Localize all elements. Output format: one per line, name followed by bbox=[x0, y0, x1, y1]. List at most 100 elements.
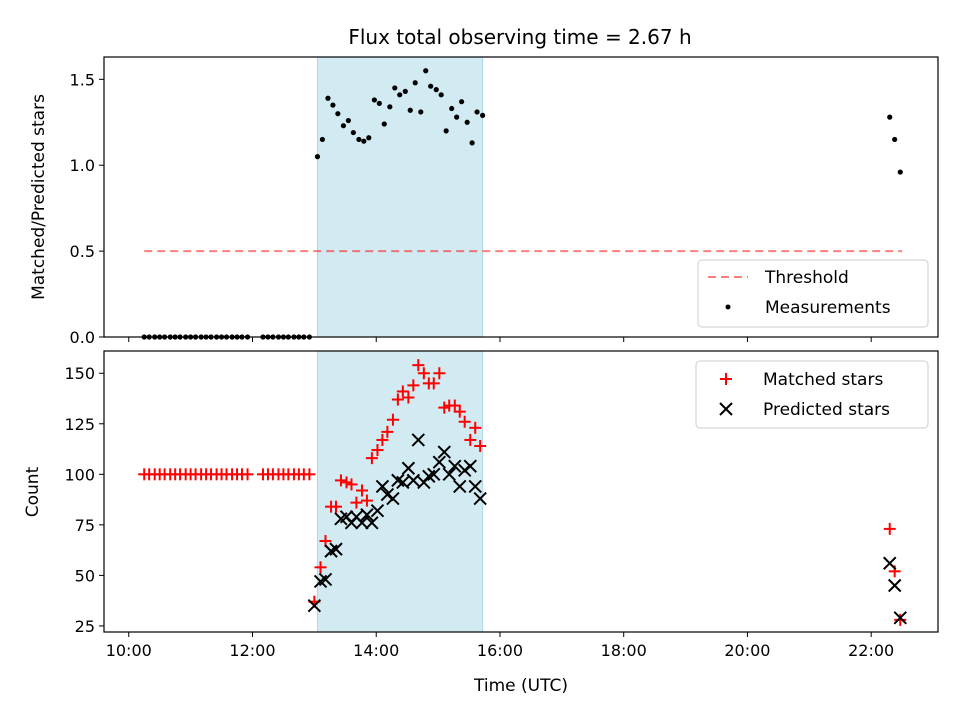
legend-predicted-label: Predicted stars bbox=[763, 400, 890, 420]
predicted-stars-point bbox=[437, 445, 451, 459]
bottom-x-tick-label: 16:00 bbox=[477, 641, 523, 660]
predicted-stars-point bbox=[406, 473, 421, 488]
measurements-point bbox=[356, 136, 362, 143]
top-y-axis-label: Matched/Predicted stars bbox=[29, 94, 49, 300]
measurements-point bbox=[335, 111, 341, 117]
measurements-point bbox=[325, 95, 331, 101]
predicted-stars-point bbox=[463, 459, 477, 473]
measurements-point bbox=[340, 123, 347, 129]
x-axis-label: Time (UTC) bbox=[473, 676, 568, 696]
bottom-y-tick-label: 100 bbox=[64, 465, 95, 484]
predicted-stars-point bbox=[355, 516, 369, 530]
measurements-point bbox=[361, 138, 367, 144]
matched-stars-point bbox=[417, 367, 430, 380]
matched-stars-point bbox=[303, 468, 316, 481]
predicted-stars-point bbox=[427, 467, 441, 482]
matched-stars-point bbox=[883, 522, 896, 535]
predicted-stars-point bbox=[329, 542, 343, 556]
legend-predicted-swatch bbox=[719, 402, 733, 416]
bottom-axes-frame bbox=[103, 350, 939, 633]
bottom-x-tick-label: 14:00 bbox=[353, 641, 399, 660]
bottom-x-tick-label: 12:00 bbox=[229, 641, 275, 660]
predicted-stars-point bbox=[370, 503, 385, 518]
matched-stars-point bbox=[386, 413, 399, 426]
measurements-point bbox=[371, 97, 377, 103]
measurements-point bbox=[887, 114, 893, 120]
bottom-x-tick-label: 18:00 bbox=[601, 641, 647, 660]
top-axes-frame bbox=[103, 56, 939, 338]
measurements-point bbox=[345, 117, 351, 124]
matched-stars-point bbox=[360, 494, 373, 507]
predicted-stars-point bbox=[375, 479, 390, 494]
predicted-stars-point bbox=[473, 491, 487, 506]
measurements-point bbox=[330, 102, 336, 108]
matched-stars-point bbox=[402, 391, 415, 404]
matched-stars-point bbox=[371, 444, 384, 457]
predicted-stars-point bbox=[442, 467, 456, 482]
bottom-x-tick-label: 20:00 bbox=[724, 641, 770, 660]
matched-stars-point bbox=[894, 613, 907, 626]
measurements-point bbox=[402, 88, 408, 94]
top-observing-window bbox=[316, 56, 484, 338]
bottom-points-layer bbox=[138, 359, 907, 626]
top-legend-box bbox=[697, 259, 929, 328]
top-legend: Threshold Measurements bbox=[697, 259, 929, 328]
predicted-stars-point bbox=[887, 578, 902, 593]
bottom-y-axis-label: Count bbox=[23, 466, 43, 517]
matched-stars-point bbox=[453, 405, 466, 418]
measurements-point bbox=[350, 129, 356, 136]
measurements-point bbox=[397, 92, 403, 98]
matched-stars-point bbox=[458, 415, 471, 428]
top-y-tick-label: 1.5 bbox=[70, 70, 95, 89]
matched-stars-point bbox=[365, 452, 378, 465]
bottom-panel: 25 50 75 100 125 150 10:00 12:00 14:00 16:00 18:0… bbox=[23, 350, 939, 696]
matched-stars-point bbox=[433, 367, 446, 380]
legend-measurements-swatch bbox=[725, 304, 731, 310]
legend-matched-label: Matched stars bbox=[763, 370, 883, 390]
top-y-ticks: 0.0 0.5 1.0 1.5 bbox=[70, 70, 104, 347]
bottom-y-tick-label: 75 bbox=[75, 516, 95, 535]
matched-stars-point bbox=[448, 399, 461, 412]
measurements-point bbox=[897, 169, 903, 175]
matched-stars-point bbox=[474, 440, 487, 453]
matched-stars-point bbox=[330, 500, 343, 513]
predicted-stars-point bbox=[386, 491, 400, 506]
measurements-point bbox=[449, 105, 455, 112]
matched-stars-point bbox=[396, 385, 409, 398]
predicted-stars-point bbox=[453, 479, 467, 494]
measurements-point bbox=[454, 114, 460, 120]
bottom-x-tick-label: 10:00 bbox=[106, 641, 152, 660]
top-x-ticks bbox=[128, 337, 872, 342]
matched-stars-point bbox=[412, 359, 425, 372]
bottom-y-tick-label: 150 bbox=[64, 364, 95, 383]
legend-matched-swatch bbox=[720, 373, 732, 385]
predicted-stars-point bbox=[448, 459, 462, 473]
measurements-point bbox=[480, 112, 486, 119]
measurements-point bbox=[423, 68, 429, 74]
measurements-point bbox=[474, 109, 480, 115]
chart-title: Flux total observing time = 2.67 h bbox=[348, 25, 691, 49]
predicted-stars-point bbox=[380, 487, 395, 502]
bottom-y-tick-label: 25 bbox=[75, 617, 95, 636]
bottom-y-tick-label: 50 bbox=[75, 566, 95, 585]
matched-stars-point bbox=[334, 474, 347, 487]
bottom-legend: Matched stars Predicted stars bbox=[695, 360, 929, 429]
predicted-stars-point bbox=[468, 479, 482, 494]
predicted-stars-point bbox=[307, 599, 322, 613]
predicted-stars-point bbox=[360, 508, 374, 522]
predicted-stars-point bbox=[365, 516, 379, 530]
matched-stars-point bbox=[241, 468, 254, 481]
predicted-stars-point bbox=[883, 556, 897, 570]
measurements-point bbox=[469, 140, 475, 146]
measurements-point bbox=[314, 154, 321, 160]
measurements-point bbox=[428, 83, 434, 89]
bottom-shaded-span bbox=[316, 350, 484, 633]
legend-threshold-label: Threshold bbox=[764, 268, 849, 288]
measurements-point bbox=[443, 128, 449, 134]
matched-stars-point bbox=[391, 393, 404, 406]
matched-stars-point bbox=[407, 379, 420, 392]
measurements-point bbox=[366, 135, 372, 141]
matched-stars-point bbox=[345, 478, 358, 491]
measurements-point bbox=[464, 119, 470, 125]
